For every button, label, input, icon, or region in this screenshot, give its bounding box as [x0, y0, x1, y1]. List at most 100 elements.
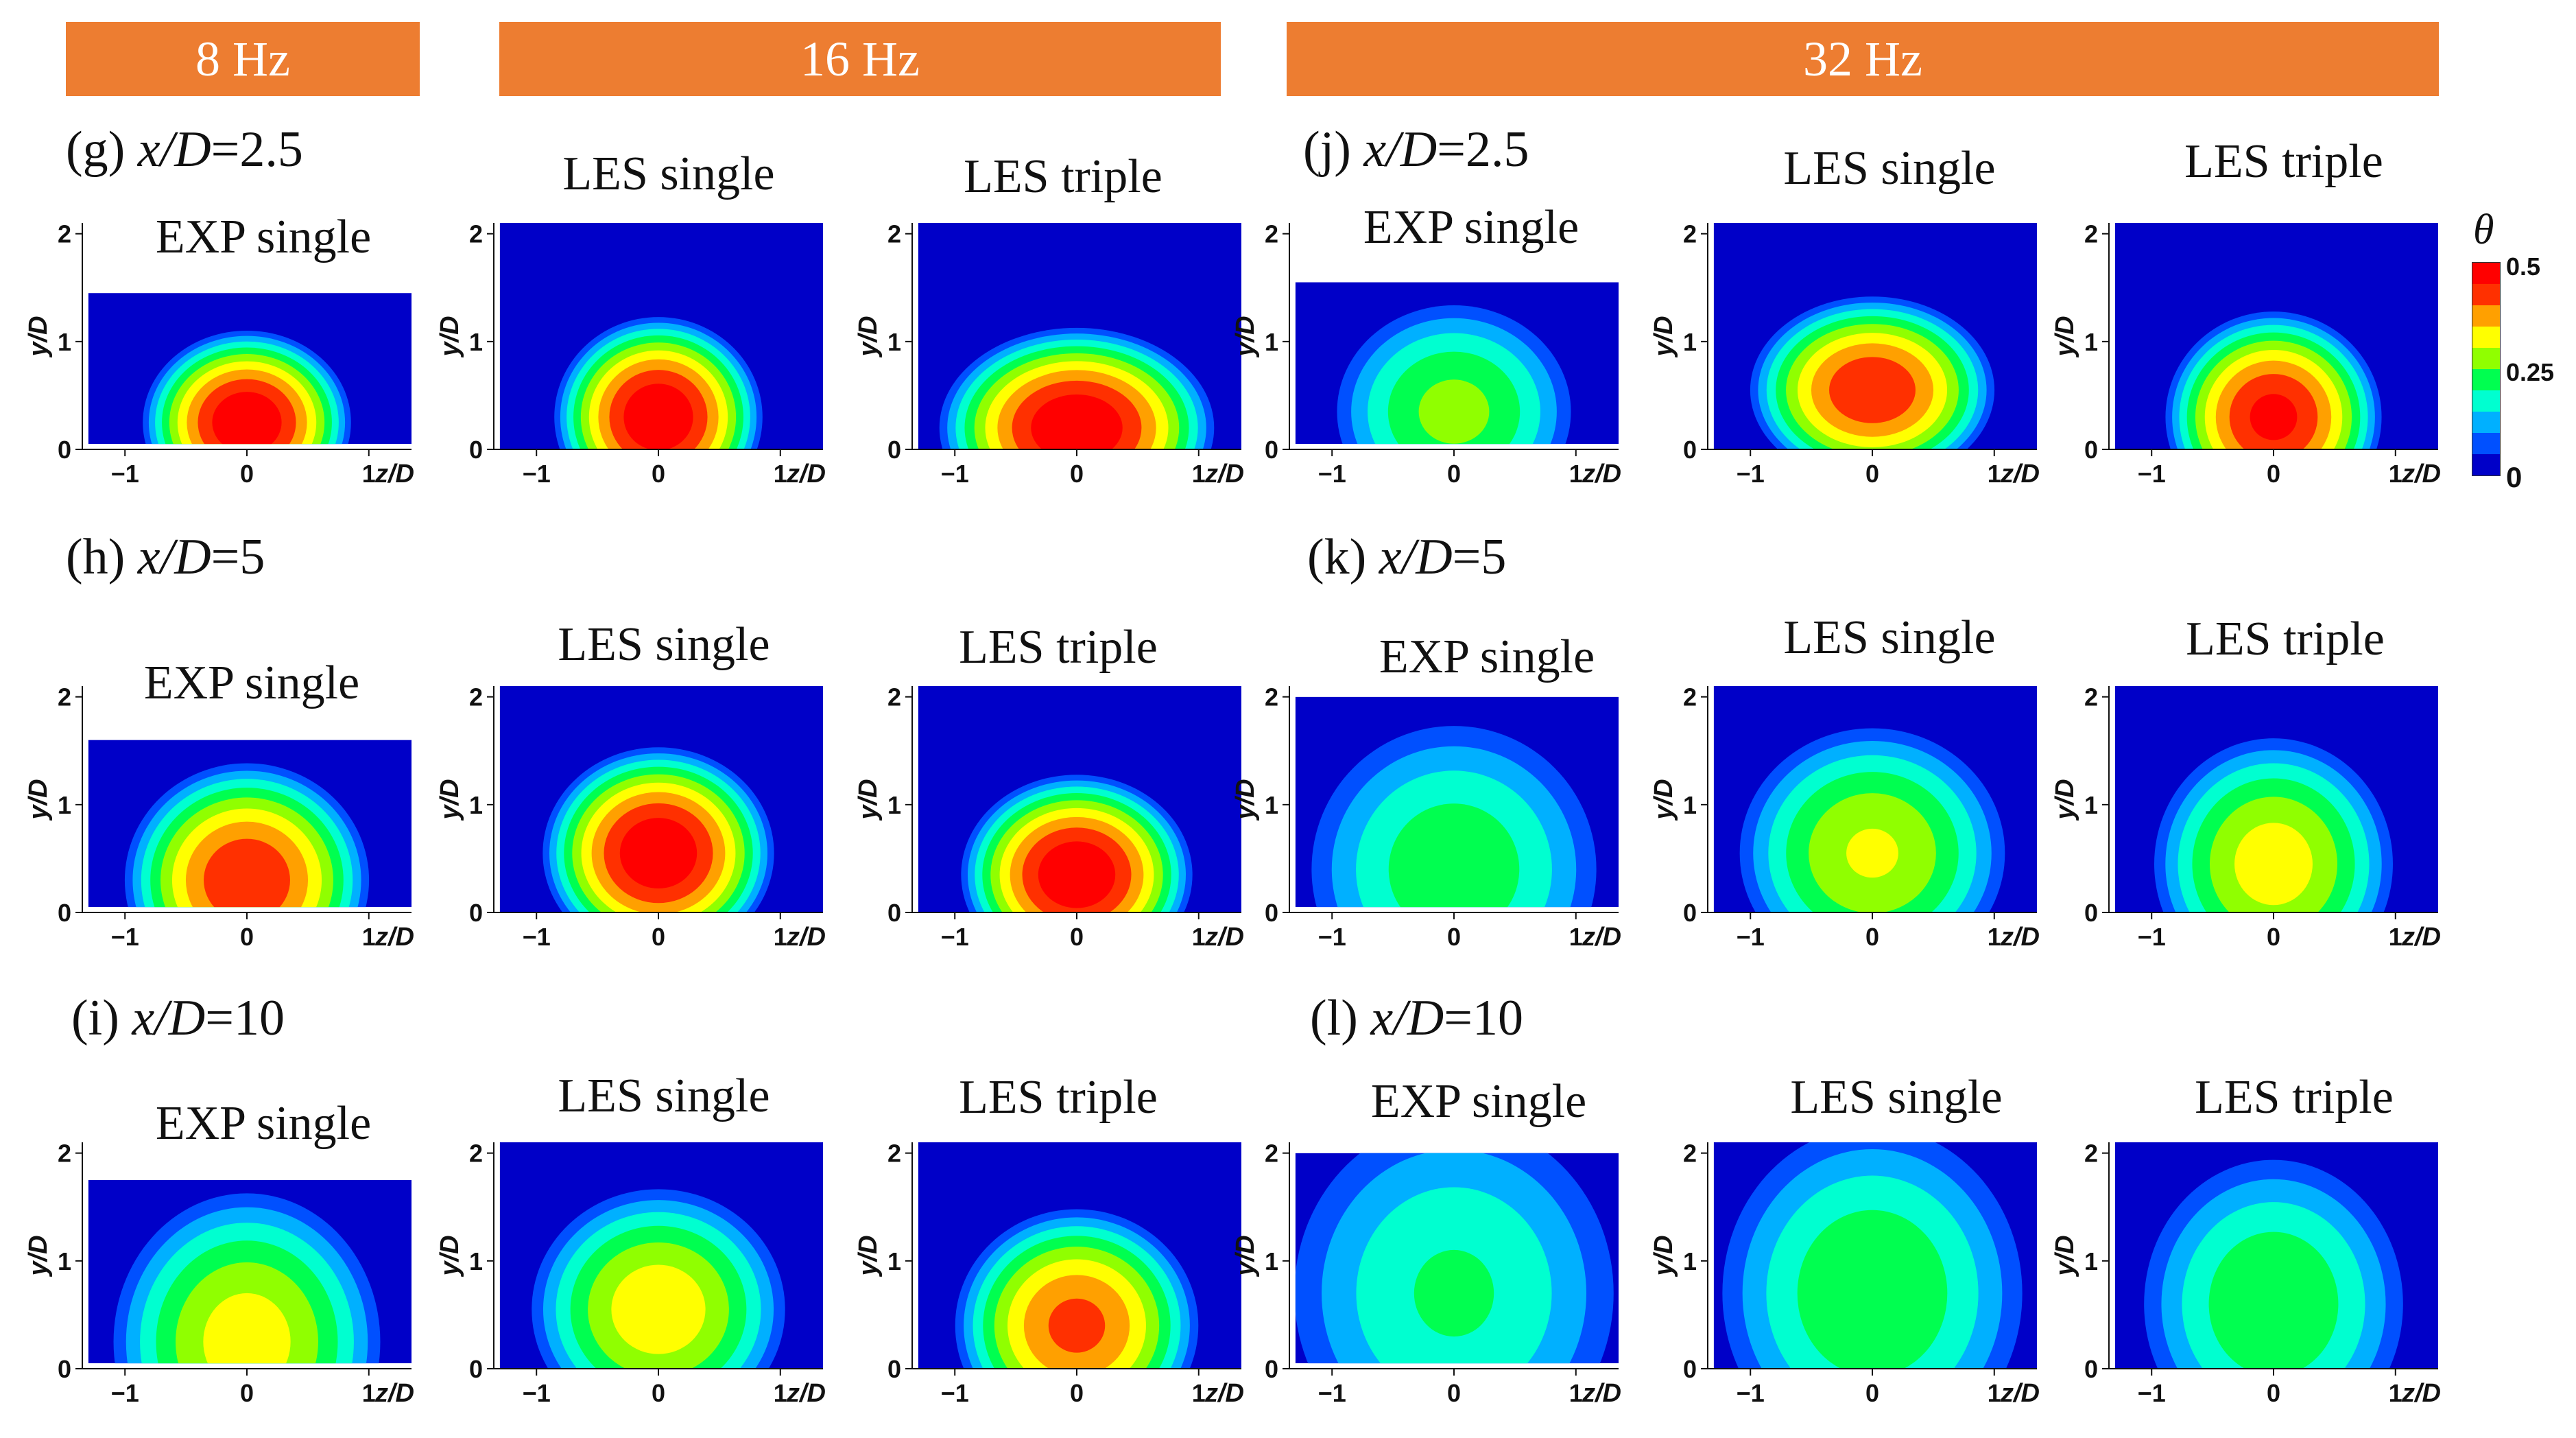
y-tick-label: 2: [887, 220, 901, 248]
y-tick-label: 1: [469, 1247, 483, 1275]
contour-field: [1295, 696, 1619, 908]
contour-field: [918, 686, 1241, 912]
y-axis-label: y/D: [24, 779, 53, 821]
panel-title: LES single: [1783, 142, 1996, 195]
y-tick-label: 1: [887, 328, 901, 356]
y-tick-label: 1: [2084, 791, 2098, 819]
y-tick-label: 1: [1683, 328, 1697, 356]
colorbar-swatch: [2472, 284, 2500, 305]
y-tick-label: 1: [1265, 791, 1278, 819]
y-axis-label: y/D: [2051, 1235, 2079, 1277]
contour-field: [1713, 1142, 2037, 1369]
contour-field: [499, 1142, 823, 1369]
row-letter: (g): [66, 121, 126, 178]
row-position-var: x/D: [1379, 529, 1453, 585]
y-tick-label: 1: [1683, 1247, 1697, 1275]
colorbar-symbol: θ: [2473, 207, 2494, 253]
y-tick-label: 2: [58, 1140, 71, 1168]
banner-32hz: 32 Hz: [1287, 22, 2439, 96]
y-tick-label: 1: [1265, 328, 1278, 356]
row-position-var: x/D: [132, 990, 206, 1046]
x-tick-label: 0: [652, 460, 665, 488]
x-axis-label: z/D: [786, 923, 826, 952]
colorbar-tick: 0.25: [2506, 358, 2555, 386]
y-axis-label: y/D: [854, 1235, 883, 1277]
panel-title: LES triple: [2195, 1071, 2394, 1124]
x-tick-label: −1: [1318, 923, 1346, 951]
row-position-var: x/D: [137, 121, 211, 178]
y-tick-label: 1: [58, 1247, 71, 1275]
y-tick-label: 1: [1683, 791, 1697, 819]
x-tick-label: 0: [240, 460, 254, 488]
y-tick-label: 0: [1683, 899, 1697, 927]
x-tick-label: 1: [774, 923, 787, 951]
y-tick-label: 0: [2084, 1355, 2098, 1383]
x-axis-label: z/D: [2000, 460, 2040, 488]
panel-title: LES single: [558, 1070, 770, 1122]
row-label-j: (j) x/D=2.5: [1303, 121, 1529, 179]
row-label-k: (k) x/D=5: [1307, 528, 1506, 587]
x-tick-label: 0: [1070, 1379, 1084, 1407]
contour-field: [2114, 686, 2438, 912]
x-tick-label: 1: [1192, 923, 1206, 951]
row-position-var: x/D: [137, 529, 211, 585]
x-tick-label: 0: [2267, 1379, 2280, 1407]
x-axis-label: z/D: [2401, 1379, 2441, 1408]
x-tick-label: 1: [1988, 923, 2001, 951]
panel-title: LES triple: [959, 621, 1158, 674]
x-axis-label: z/D: [786, 460, 826, 488]
x-tick-label: −1: [941, 1379, 969, 1407]
x-tick-label: 0: [652, 923, 665, 951]
y-axis-label: y/D: [24, 316, 53, 357]
x-axis-label: z/D: [374, 460, 414, 488]
x-tick-label: −1: [111, 923, 139, 951]
y-axis-label: y/D: [1231, 316, 1260, 357]
y-axis-label: y/D: [854, 316, 883, 357]
x-tick-label: 1: [362, 923, 376, 951]
y-tick-label: 1: [469, 791, 483, 819]
x-tick-label: −1: [111, 1379, 139, 1407]
x-axis-label: z/D: [786, 1379, 826, 1408]
contour-level: [623, 384, 693, 449]
x-tick-label: 1: [362, 1379, 376, 1407]
y-tick-label: 2: [887, 683, 901, 711]
y-tick-label: 0: [2084, 436, 2098, 464]
contour-level: [1846, 828, 1898, 878]
x-tick-label: 1: [1569, 1379, 1583, 1407]
row-label-h: (h) x/D=5: [66, 528, 265, 587]
contour-level: [1797, 1210, 1948, 1369]
x-tick-label: 0: [240, 923, 254, 951]
row-position-value: =10: [1444, 990, 1523, 1046]
y-axis-label: y/D: [1649, 1235, 1678, 1277]
y-tick-label: 0: [887, 436, 901, 464]
row-position-value: =2.5: [1437, 121, 1529, 178]
x-tick-label: 0: [1865, 460, 1879, 488]
contour-field: [1713, 223, 2037, 449]
x-axis-label: z/D: [1204, 460, 1244, 488]
y-tick-label: 1: [887, 1247, 901, 1275]
contour-field: [1713, 686, 2037, 912]
x-tick-label: 1: [1192, 460, 1206, 488]
y-axis-label: y/D: [436, 316, 464, 357]
row-label-i: (i) x/D=10: [71, 989, 285, 1048]
y-tick-label: 2: [1265, 683, 1278, 711]
row-label-g: (g) x/D=2.5: [66, 121, 303, 179]
row-letter: (k): [1307, 529, 1367, 585]
contour-field: [88, 740, 412, 908]
colorbar-swatch: [2472, 454, 2500, 475]
panel-title: EXP single: [1370, 1075, 1587, 1128]
x-tick-label: 0: [652, 1379, 665, 1407]
panel-title: LES triple: [959, 1071, 1158, 1124]
contour-field: [1295, 1153, 1619, 1364]
y-tick-label: 2: [2084, 1140, 2098, 1168]
x-tick-label: 0: [1070, 923, 1084, 951]
contour-level: [2208, 1231, 2339, 1369]
contour-level: [2250, 394, 2298, 440]
y-tick-label: 0: [1265, 1355, 1278, 1383]
row-label-l: (l) x/D=10: [1310, 989, 1523, 1048]
